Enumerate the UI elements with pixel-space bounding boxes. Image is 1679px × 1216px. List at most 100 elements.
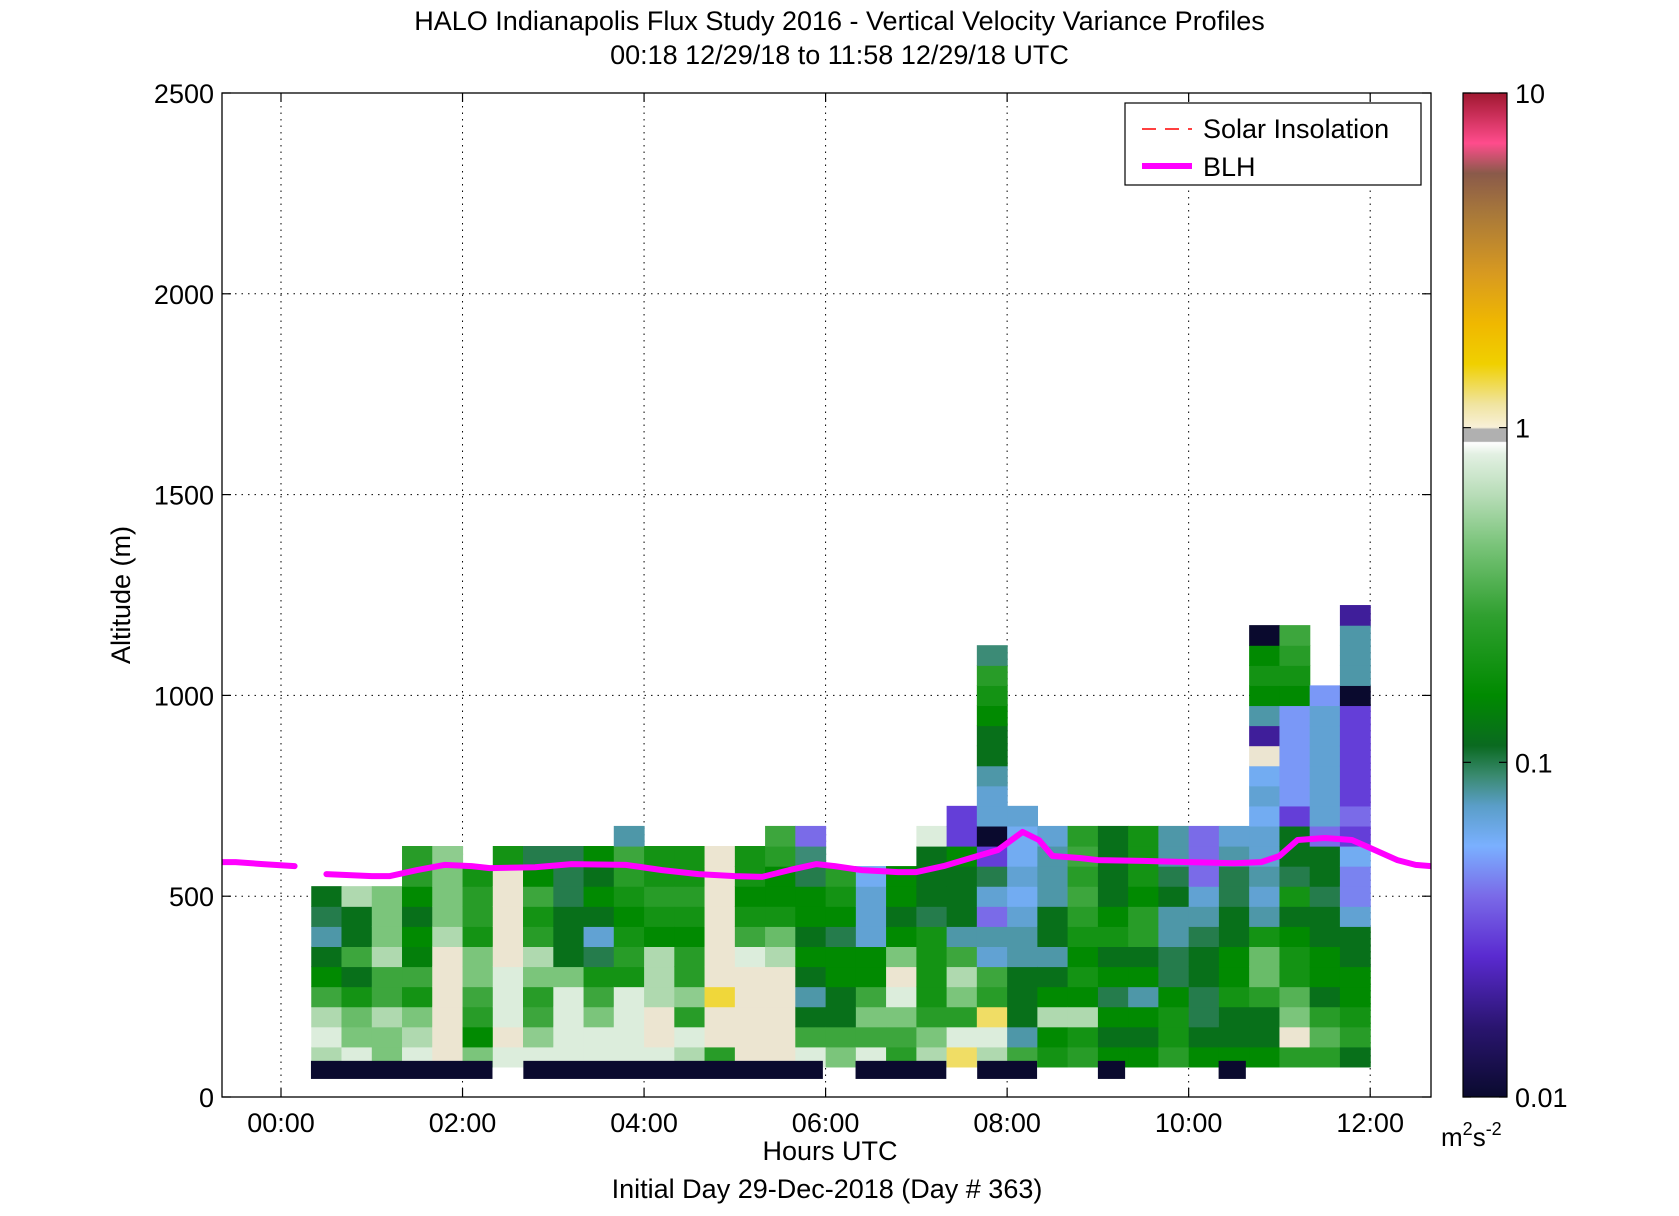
heatmap-cell [1339,906,1371,927]
heatmap-cell [402,906,433,927]
heatmap-cell [1279,665,1311,686]
heatmap-cell [341,906,373,927]
heatmap-cell [492,846,524,867]
heatmap-cell [734,1006,766,1028]
heatmap-cell [1218,866,1250,887]
heatmap-cell [523,886,554,907]
heatmap-cell [976,966,1008,988]
heatmap-cell [1188,946,1220,968]
heatmap-cell [886,986,917,1008]
heatmap-cell [1339,886,1371,907]
heatmap-cell [1128,1026,1159,1048]
heatmap-cell [1218,886,1250,907]
heatmap-cell [825,1006,857,1028]
heatmap-cell [492,886,524,907]
x-tick-label: 00:00 [247,1108,315,1138]
heatmap-cell [1279,685,1311,707]
heatmap-cell [916,906,948,927]
heatmap-cell [976,805,1008,827]
heatmap-cell [1188,1026,1220,1048]
heatmap-cell [1309,946,1341,968]
heatmap-cell [674,906,706,927]
heatmap-cell [765,966,796,988]
heatmap-cell [432,846,464,867]
heatmap-cell [1309,906,1341,927]
heatmap-cell [1339,705,1371,727]
heatmap-cell [1309,685,1341,707]
y-tick-label: 0 [199,1083,214,1113]
heatmap-cell [1128,866,1159,887]
heatmap-cell [825,866,857,887]
heatmap-cell [886,1026,917,1048]
heatmap-cell [1007,866,1039,887]
heatmap-cell [1309,886,1341,907]
heatmap-cell [1188,825,1220,847]
heatmap-cell [613,886,645,907]
heatmap-cell [765,846,796,867]
heatmap-cell [1279,1026,1311,1048]
heatmap-cell [371,926,403,947]
heatmap-cell [1128,886,1159,907]
legend-blh-label: BLH [1203,152,1256,182]
heatmap-cell [1128,946,1159,968]
heatmap-cell [402,986,433,1008]
heatmap-cell [1007,966,1039,988]
heatmap-cell [946,866,978,887]
heatmap-cell [946,805,978,827]
heatmap-cell [916,1026,948,1048]
heatmap-cell [1128,986,1159,1008]
heatmap-cell [765,906,796,927]
heatmap-cell [341,1006,373,1028]
heatmap-cell [886,906,917,927]
legend: Solar Insolation BLH [1124,102,1422,186]
heatmap-cell [976,785,1008,807]
heatmap-cell [886,946,917,968]
heatmap-cell [946,825,978,847]
night-bar [310,1060,493,1079]
heatmap-cell [1249,1026,1280,1048]
heatmap-cell [402,886,433,907]
heatmap-cell [1279,745,1311,767]
heatmap-cell [1249,765,1280,787]
heatmap-cell [523,866,554,887]
heatmap-cell [795,1006,827,1028]
heatmap-cell [825,886,857,907]
heatmap-cell [613,906,645,927]
heatmap-cell [432,966,464,988]
heatmap-cell [1249,725,1280,747]
heatmap-cell [1249,946,1280,968]
night-bar [1097,1060,1126,1079]
heatmap-cell [1279,946,1311,968]
heatmap-cell [855,986,887,1008]
heatmap-cell [1097,946,1129,968]
heatmap-cell [311,1006,343,1028]
colorbar-tick-label: 0.1 [1515,748,1553,778]
heatmap-cell [1339,986,1371,1008]
heatmap-cell [765,825,796,847]
heatmap-cell [976,886,1008,907]
heatmap-cell [976,986,1008,1008]
heatmap-cell [734,886,766,907]
heatmap-cell [1188,966,1220,988]
blh-line-segment [222,859,298,870]
heatmap-cell [644,1026,675,1048]
chart-title: HALO Indianapolis Flux Study 2016 - Vert… [414,6,1265,36]
heatmap-cell [1188,1046,1220,1068]
heatmap-cell [825,986,857,1008]
heatmap-cell [1097,906,1129,927]
heatmap-cell [1309,986,1341,1008]
heatmap-cell [765,886,796,907]
heatmap-cell [432,866,464,887]
heatmap-cell [765,926,796,947]
heatmap-cell [1007,805,1039,827]
heatmap-cell [734,1026,766,1048]
heatmap-cell [432,886,464,907]
heatmap-cell [976,765,1008,787]
heatmap-cell [825,1026,857,1048]
heatmap-cell [976,705,1008,727]
legend-box [1124,102,1422,186]
heatmap-cell [311,886,343,907]
heatmap-cell [1218,946,1250,968]
heatmap-cell [553,1026,585,1048]
